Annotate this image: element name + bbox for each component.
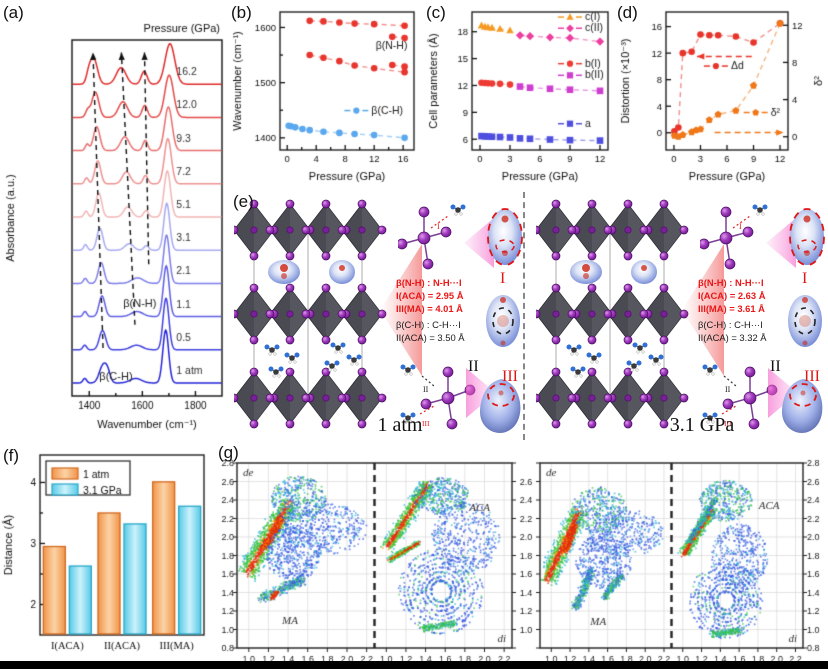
nh-bond-distance-1: I(ACA) = 2.63 Å bbox=[698, 290, 766, 301]
ch-bond-distance: II(ACA) = 3.32 Å bbox=[698, 332, 767, 343]
svg-text:II: II bbox=[423, 385, 429, 394]
panel-label-b: (b) bbox=[231, 3, 252, 22]
callout-triangle-top bbox=[766, 216, 796, 275]
surface-label-I: I bbox=[802, 270, 808, 287]
panel-f-distance-bar-chart bbox=[0, 441, 215, 661]
structure-half-3gpa: I β(N-H) : N-H···I I(ACA) = 2.63 Å III(M… bbox=[531, 190, 828, 443]
panel-e-crystal-structures: I β(N-H) : N-H···I I(ACA) = 2.95 Å III(M… bbox=[229, 190, 828, 443]
panel-b-wavenumber-pressure-chart bbox=[228, 0, 424, 196]
nh-bond-title: β(N-H) : N-H···I bbox=[396, 277, 462, 288]
ch-bond-title: β(C-H) : C-H···I bbox=[396, 319, 461, 330]
pressure-caption-3gpa: 3.1 GPa bbox=[669, 414, 735, 436]
panel-label-e: (e) bbox=[233, 192, 254, 211]
ch-bond-distance: II(ACA) = 3.50 Å bbox=[396, 332, 465, 343]
structure-divider bbox=[523, 192, 525, 440]
callout-triangle-bottom bbox=[466, 366, 496, 425]
nh-bond-distance-2: III(MA) = 3.61 Å bbox=[698, 303, 765, 314]
panel-label-f: (f) bbox=[3, 446, 20, 465]
nh-bond-text: β(N-H) : N-H···I I(ACA) = 2.63 Å III(MA)… bbox=[698, 276, 816, 315]
panel-label-g: (g) bbox=[218, 443, 239, 462]
crystal-structure-drawing bbox=[531, 196, 692, 443]
svg-text:I: I bbox=[739, 222, 742, 231]
surface-label-II: II bbox=[770, 358, 781, 375]
panel-g-fingerprint-plots bbox=[215, 441, 828, 661]
surface-label-III: III bbox=[804, 368, 820, 385]
panel-d-distortion-chart bbox=[616, 0, 828, 196]
panel-c-cell-parameters-chart bbox=[424, 0, 616, 196]
hirshfeld-surface-III bbox=[476, 374, 526, 441]
ch-bond-text: β(C-H) : C-H···I II(ACA) = 3.32 Å bbox=[698, 318, 816, 344]
surface-label-I: I bbox=[500, 270, 506, 287]
nh-bond-text: β(N-H) : N-H···I I(ACA) = 2.95 Å III(MA)… bbox=[396, 276, 514, 315]
nh-bond-title: β(N-H) : N-H···I bbox=[698, 277, 764, 288]
callout-triangle-bottom bbox=[768, 366, 798, 425]
svg-text:III: III bbox=[724, 419, 732, 428]
crystal-structure-drawing bbox=[229, 196, 390, 443]
panel-label-d: (d) bbox=[617, 3, 638, 22]
structure-half-1atm: I β(N-H) : N-H···I I(ACA) = 2.95 Å III(M… bbox=[229, 190, 528, 443]
hirshfeld-surface-III bbox=[778, 374, 828, 441]
nh-bond-inset-drawing: I bbox=[396, 192, 476, 277]
nh-bond-inset-drawing: I bbox=[698, 192, 778, 277]
hirshfeld-surface-II bbox=[480, 290, 526, 357]
hirshfeld-surface-I bbox=[784, 204, 828, 275]
zoom-callout-triangle bbox=[682, 240, 724, 385]
ch-bond-title: β(C-H) : C-H···I bbox=[698, 319, 763, 330]
panel-label-c: (c) bbox=[426, 3, 446, 22]
svg-text:III: III bbox=[422, 419, 430, 428]
panel-label-a: (a) bbox=[3, 3, 24, 22]
nh-bond-distance-2: III(MA) = 4.01 Å bbox=[396, 303, 463, 314]
hirshfeld-surface-I bbox=[482, 204, 528, 275]
surface-label-II: II bbox=[468, 358, 479, 375]
zoom-callout-triangle bbox=[380, 240, 422, 385]
svg-text:I: I bbox=[437, 222, 440, 231]
figure-bottom-rule bbox=[0, 661, 828, 669]
callout-triangle-top bbox=[464, 216, 494, 275]
pressure-caption-1atm: 1 atm bbox=[377, 414, 423, 436]
panel-a-ir-spectra-chart bbox=[0, 0, 228, 447]
nh-bond-distance-1: I(ACA) = 2.95 Å bbox=[396, 290, 464, 301]
hirshfeld-surface-II bbox=[782, 290, 828, 357]
surface-label-III: III bbox=[502, 368, 518, 385]
svg-text:II: II bbox=[725, 385, 731, 394]
ch-bond-text: β(C-H) : C-H···I II(ACA) = 3.50 Å bbox=[396, 318, 514, 344]
